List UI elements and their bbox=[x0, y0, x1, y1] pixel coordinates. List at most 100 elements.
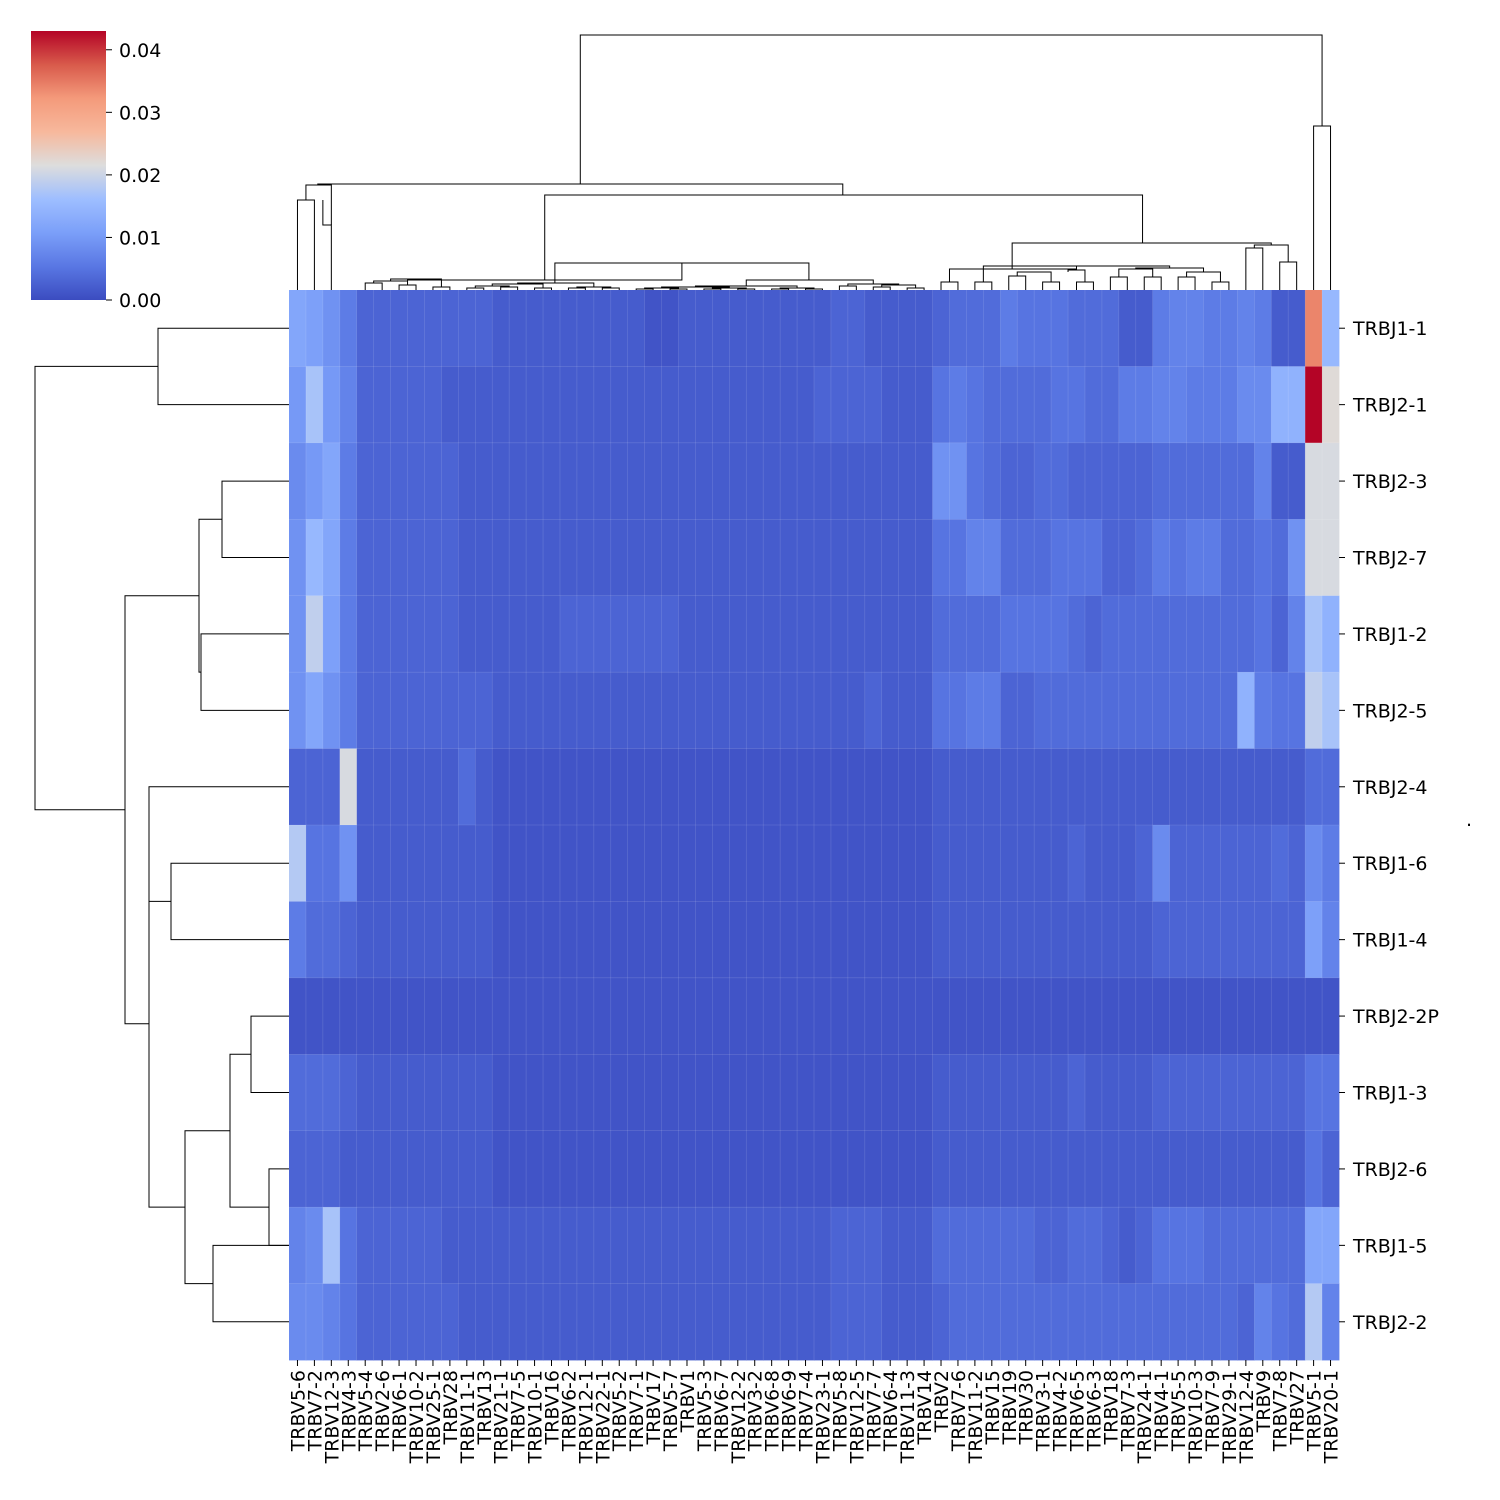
heatmap-cell bbox=[475, 1207, 493, 1284]
heatmap-cell bbox=[492, 595, 510, 673]
heatmap-cell bbox=[695, 442, 713, 520]
heatmap-cell bbox=[1068, 290, 1086, 367]
heatmap-cell bbox=[1068, 901, 1086, 979]
heatmap-cell bbox=[949, 366, 967, 444]
heatmap-cell bbox=[847, 519, 866, 597]
heatmap-cell bbox=[915, 977, 933, 1055]
heatmap-cell bbox=[1084, 366, 1103, 444]
heatmap-cell bbox=[746, 1054, 764, 1132]
heatmap-cell bbox=[1118, 1283, 1137, 1361]
heatmap-cell bbox=[1152, 977, 1171, 1055]
heatmap-cell bbox=[1169, 825, 1187, 902]
heatmap-cell bbox=[322, 595, 341, 673]
row-dendrogram bbox=[34, 327, 289, 1323]
heatmap-cell bbox=[1101, 290, 1120, 367]
heatmap-cell bbox=[1068, 748, 1086, 826]
heatmap-cell bbox=[695, 519, 713, 597]
heatmap-cell bbox=[339, 977, 358, 1055]
heatmap-cell bbox=[966, 366, 984, 444]
heatmap-cell bbox=[1101, 442, 1120, 520]
heatmap-cell bbox=[559, 748, 578, 826]
heatmap-cell bbox=[305, 442, 324, 520]
heatmap-cell bbox=[1068, 825, 1086, 902]
heatmap-cell bbox=[1101, 366, 1120, 444]
heatmap-cell bbox=[339, 1054, 358, 1132]
heatmap-cell bbox=[966, 672, 984, 749]
heatmap-cell bbox=[627, 1054, 646, 1132]
heatmap-cell bbox=[814, 366, 832, 444]
heatmap-cell bbox=[983, 901, 1001, 979]
heatmap-cell bbox=[424, 366, 442, 444]
heatmap-cell bbox=[644, 901, 662, 979]
heatmap-cell bbox=[576, 901, 595, 979]
heatmap-cell bbox=[1135, 1130, 1154, 1208]
column-label: TRBV9 bbox=[1253, 1370, 1275, 1433]
heatmap-cell bbox=[526, 977, 544, 1055]
heatmap-cell bbox=[864, 366, 883, 444]
heatmap-cell bbox=[1118, 977, 1137, 1055]
heatmap-cell bbox=[881, 1054, 900, 1132]
heatmap-cell bbox=[424, 519, 442, 597]
column-label: TRBV5-3 bbox=[694, 1370, 716, 1452]
heatmap-cell bbox=[424, 442, 442, 520]
heatmap-cell bbox=[1254, 1054, 1272, 1132]
heatmap-cell bbox=[1322, 901, 1340, 979]
heatmap-cell bbox=[458, 595, 476, 673]
heatmap-cell bbox=[1305, 595, 1323, 673]
heatmap-cell bbox=[712, 748, 730, 826]
heatmap-cell bbox=[289, 1054, 307, 1132]
heatmap-cell bbox=[1271, 1283, 1289, 1361]
dendrogram-link bbox=[184, 1130, 230, 1285]
heatmap-cell bbox=[559, 977, 578, 1055]
heatmap-cell bbox=[475, 366, 493, 444]
heatmap-cell bbox=[1034, 442, 1052, 520]
heatmap-cell bbox=[289, 1130, 307, 1208]
heatmap-cell bbox=[746, 901, 764, 979]
heatmap-cell bbox=[966, 977, 984, 1055]
heatmap-cell bbox=[475, 977, 493, 1055]
heatmap-cell bbox=[1203, 901, 1221, 979]
heatmap-cell bbox=[1305, 1207, 1323, 1284]
heatmap-cell bbox=[305, 977, 324, 1055]
heatmap-cell bbox=[780, 442, 798, 520]
heatmap-cell bbox=[509, 1283, 527, 1361]
heatmap-cell bbox=[610, 366, 629, 444]
heatmap-cell bbox=[678, 1283, 696, 1361]
heatmap-cell bbox=[610, 1283, 629, 1361]
heatmap-cell bbox=[356, 1207, 375, 1284]
heatmap-cell bbox=[339, 366, 358, 444]
heatmap-cell bbox=[543, 748, 561, 826]
heatmap-cell bbox=[644, 1054, 662, 1132]
heatmap-cell bbox=[661, 595, 679, 673]
heatmap-cell bbox=[593, 1130, 612, 1208]
heatmap-cell bbox=[1322, 290, 1340, 367]
heatmap-cell bbox=[1271, 1207, 1289, 1284]
column-label: TRBV12-3 bbox=[321, 1370, 343, 1464]
heatmap-cell bbox=[932, 1207, 950, 1284]
heatmap-cell bbox=[949, 672, 967, 749]
heatmap-cell bbox=[373, 977, 392, 1055]
heatmap-cell bbox=[407, 1283, 425, 1361]
heatmap-cell bbox=[1068, 366, 1086, 444]
column-label: TRBV10-3 bbox=[1185, 1370, 1207, 1464]
heatmap-cell bbox=[864, 825, 883, 902]
heatmap-cell bbox=[407, 366, 425, 444]
heatmap-cell bbox=[289, 977, 307, 1055]
heatmap-cell bbox=[661, 1207, 679, 1284]
heatmap-cell bbox=[830, 977, 849, 1055]
column-label: TRBV6-9 bbox=[779, 1370, 801, 1452]
heatmap-cell bbox=[1322, 442, 1340, 520]
heatmap-cell bbox=[932, 1054, 950, 1132]
heatmap-cell bbox=[763, 290, 781, 367]
heatmap-cell bbox=[390, 748, 408, 826]
heatmap-cell bbox=[1237, 442, 1255, 520]
heatmap-cell bbox=[1220, 442, 1238, 520]
heatmap-cell bbox=[898, 1283, 917, 1361]
heatmap-cell bbox=[1152, 901, 1171, 979]
heatmap-cell bbox=[729, 1207, 747, 1284]
heatmap-cell bbox=[492, 901, 510, 979]
heatmap-cell bbox=[390, 901, 408, 979]
heatmap-cell bbox=[1051, 442, 1069, 520]
heatmap-cell bbox=[356, 901, 375, 979]
heatmap-cell bbox=[1254, 825, 1272, 902]
